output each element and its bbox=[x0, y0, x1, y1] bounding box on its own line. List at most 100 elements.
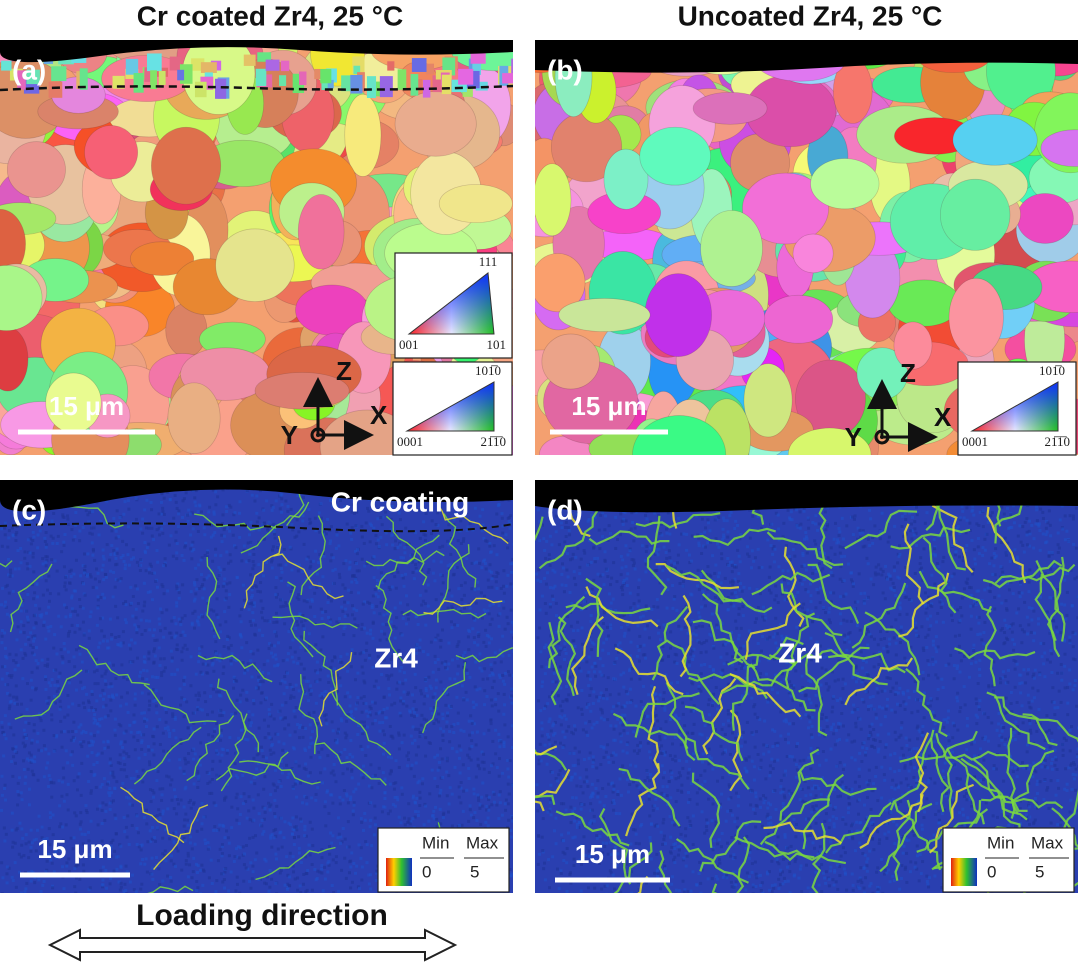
noise bbox=[347, 845, 351, 849]
noise bbox=[345, 522, 349, 526]
noise bbox=[372, 526, 376, 530]
noise bbox=[239, 795, 243, 799]
noise bbox=[90, 692, 94, 696]
noise bbox=[350, 613, 354, 617]
noise bbox=[161, 836, 165, 840]
noise bbox=[466, 635, 470, 639]
noise bbox=[485, 804, 489, 808]
noise bbox=[250, 877, 254, 881]
noise bbox=[256, 761, 260, 765]
noise bbox=[257, 563, 261, 567]
noise bbox=[125, 675, 129, 679]
noise bbox=[446, 564, 450, 568]
noise bbox=[380, 523, 384, 527]
noise bbox=[7, 529, 11, 533]
noise bbox=[121, 781, 125, 785]
noise bbox=[382, 707, 386, 711]
noise bbox=[125, 892, 129, 893]
noise bbox=[153, 638, 157, 642]
noise bbox=[455, 645, 459, 649]
noise bbox=[604, 750, 608, 754]
noise bbox=[119, 885, 123, 889]
noise bbox=[152, 727, 156, 731]
noise bbox=[389, 528, 393, 532]
noise bbox=[510, 701, 513, 705]
noise bbox=[107, 780, 111, 784]
noise bbox=[186, 851, 190, 855]
noise bbox=[368, 711, 372, 715]
noise bbox=[24, 653, 28, 657]
noise bbox=[25, 615, 29, 619]
noise bbox=[83, 854, 87, 858]
noise bbox=[368, 540, 372, 544]
boundary bbox=[443, 513, 477, 588]
noise bbox=[497, 624, 501, 628]
noise bbox=[131, 548, 135, 552]
noise bbox=[374, 712, 378, 716]
noise bbox=[13, 841, 17, 845]
noise bbox=[330, 659, 334, 663]
noise bbox=[206, 663, 210, 667]
noise bbox=[0, 544, 4, 548]
noise bbox=[352, 634, 356, 638]
noise bbox=[239, 693, 243, 697]
noise bbox=[40, 658, 44, 662]
noise bbox=[252, 735, 256, 739]
noise bbox=[140, 711, 144, 715]
noise bbox=[313, 516, 317, 520]
noise bbox=[294, 626, 298, 630]
noise bbox=[291, 638, 295, 642]
noise bbox=[84, 731, 88, 735]
coating-grain bbox=[26, 69, 40, 85]
noise bbox=[370, 605, 374, 609]
noise bbox=[375, 579, 379, 583]
panel-label: (a) bbox=[12, 54, 46, 85]
coating-grain bbox=[125, 58, 139, 75]
noise bbox=[301, 801, 305, 805]
noise bbox=[327, 595, 331, 599]
noise bbox=[619, 721, 623, 725]
noise bbox=[385, 623, 389, 627]
noise bbox=[95, 501, 99, 505]
noise bbox=[12, 733, 16, 737]
noise bbox=[20, 713, 24, 717]
noise bbox=[330, 793, 334, 797]
noise bbox=[1032, 609, 1036, 613]
noise bbox=[164, 707, 168, 711]
noise bbox=[310, 796, 314, 800]
noise bbox=[341, 826, 345, 830]
noise bbox=[88, 531, 92, 535]
noise bbox=[392, 624, 396, 628]
noise bbox=[458, 610, 462, 614]
noise bbox=[109, 709, 113, 713]
noise bbox=[381, 622, 385, 626]
noise bbox=[114, 536, 118, 540]
noise bbox=[498, 790, 502, 794]
noise bbox=[109, 854, 113, 858]
noise bbox=[333, 504, 337, 508]
noise bbox=[72, 589, 76, 593]
coating-grain bbox=[462, 80, 473, 97]
noise bbox=[422, 533, 426, 537]
noise bbox=[174, 622, 178, 626]
noise bbox=[252, 776, 256, 780]
noise bbox=[57, 675, 61, 679]
noise bbox=[62, 565, 66, 569]
noise bbox=[202, 578, 206, 582]
noise bbox=[58, 825, 62, 829]
noise bbox=[274, 732, 278, 736]
noise bbox=[365, 562, 369, 566]
noise bbox=[160, 527, 164, 531]
noise bbox=[345, 794, 349, 798]
noise bbox=[11, 774, 15, 778]
noise bbox=[102, 578, 106, 582]
grain bbox=[763, 294, 834, 344]
noise bbox=[397, 648, 401, 652]
noise bbox=[491, 574, 495, 578]
boundary bbox=[78, 644, 150, 686]
noise bbox=[414, 615, 418, 619]
noise bbox=[274, 881, 278, 885]
noise bbox=[385, 706, 389, 710]
boundary bbox=[330, 691, 392, 756]
noise bbox=[427, 675, 431, 679]
